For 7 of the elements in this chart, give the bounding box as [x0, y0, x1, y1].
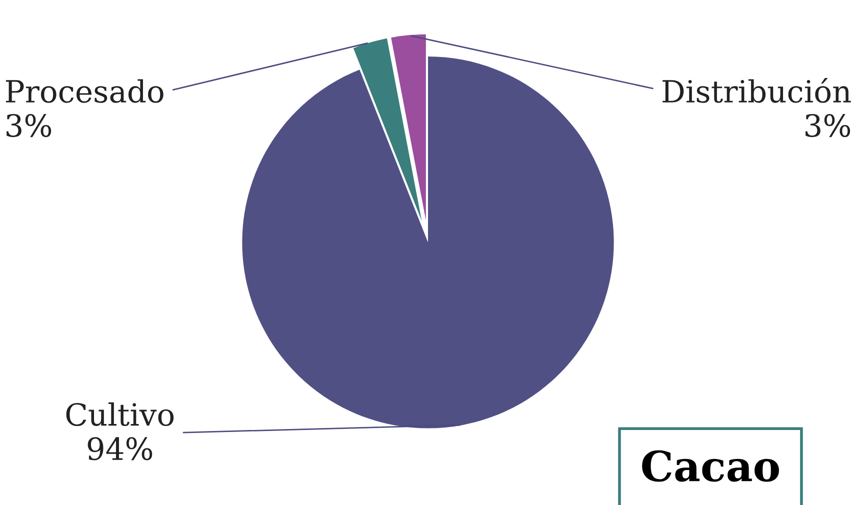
text: Cacao [642, 450, 779, 482]
slice-label: Procesado [6, 79, 164, 103]
data-label: 94% [88, 437, 152, 460]
slice-label: Distribución [662, 78, 851, 103]
data-label: 3% [806, 114, 850, 138]
data-label: 3% [6, 114, 52, 138]
slice-label: Cultivo [66, 402, 174, 426]
